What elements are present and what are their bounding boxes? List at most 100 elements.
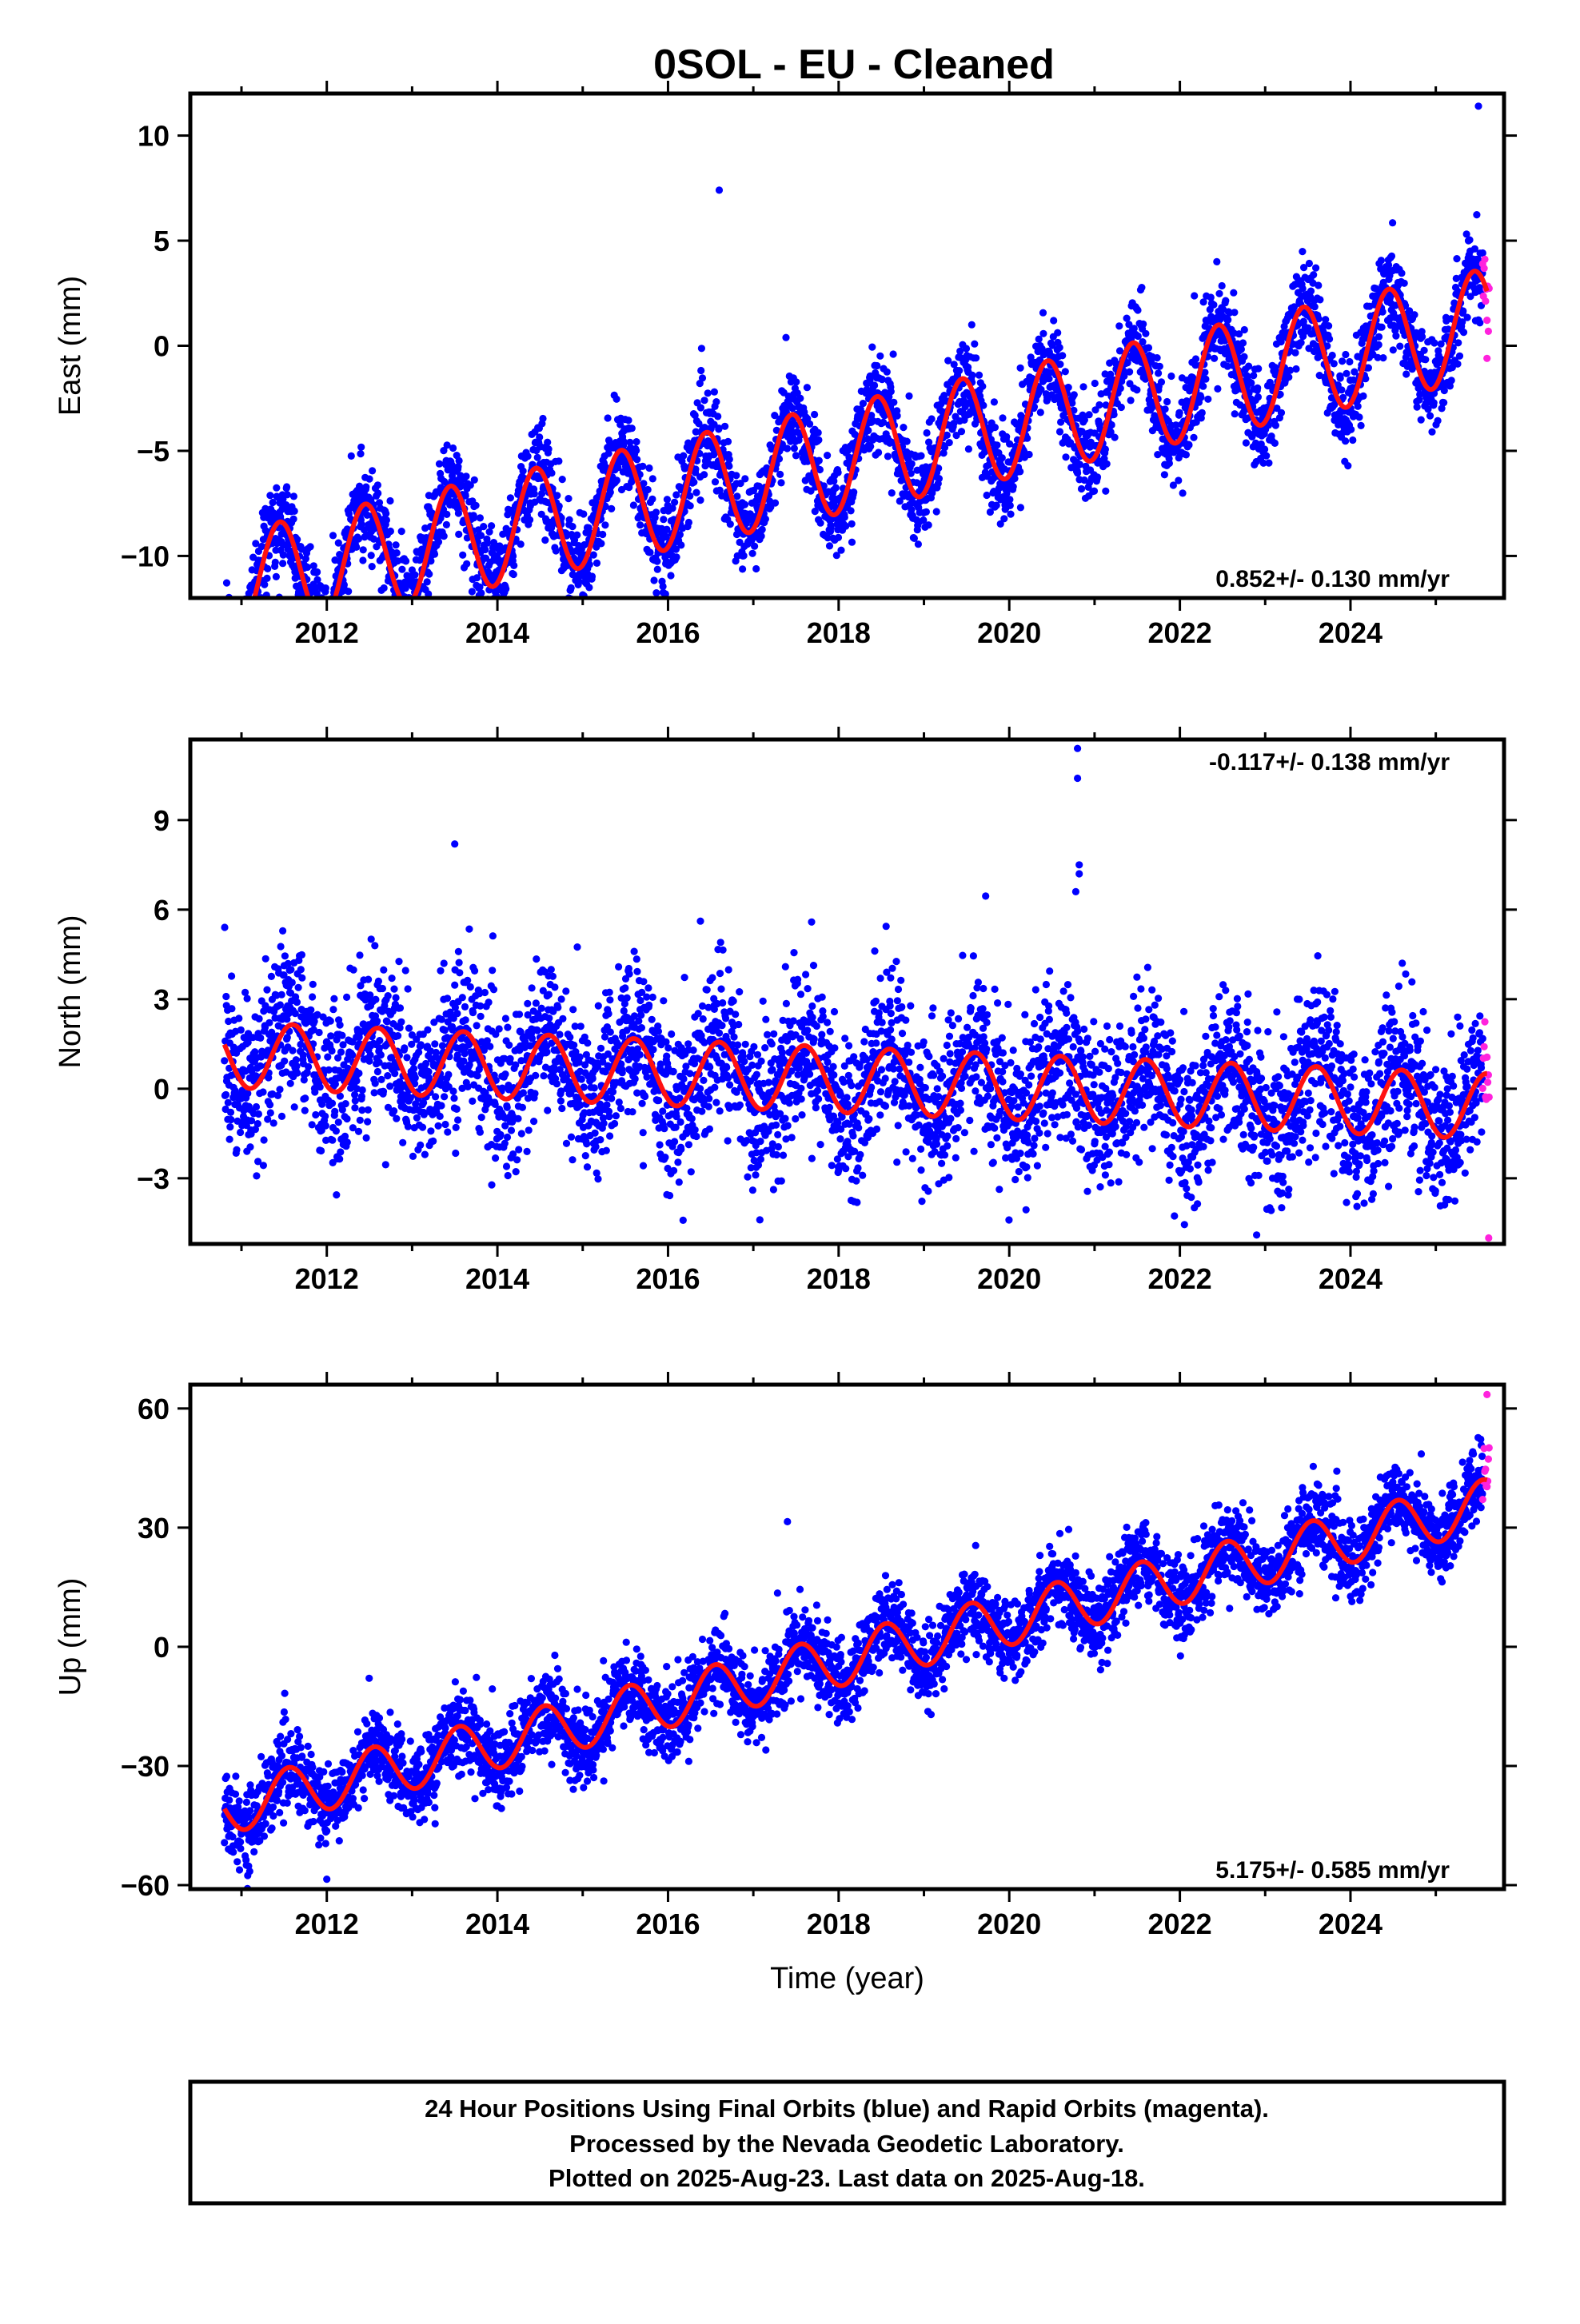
east-point [1231,410,1239,417]
east-point [867,443,874,450]
east-point [741,475,748,482]
east-point [1037,409,1044,416]
east-series-final [221,211,1486,681]
north-point [469,1098,476,1105]
east-point [456,457,463,464]
north-point [385,992,392,999]
east-y-tick-label: −5 [137,435,170,468]
east-point [1091,380,1099,387]
east-point [248,600,255,607]
east-outlier-point [1483,355,1490,362]
north-point [298,951,305,959]
east-point [228,614,235,621]
east-point [1466,237,1473,244]
east-point [1430,399,1438,406]
east-point [1179,489,1187,496]
east-point [357,450,364,457]
east-point [690,479,697,486]
east-point [1007,502,1014,509]
north-point [368,935,375,943]
east-point [233,616,240,623]
north-point [278,1113,285,1120]
east-point [1074,469,1081,476]
east-point [229,660,237,668]
north-point [351,1104,358,1111]
east-point [1079,383,1087,390]
east-point [230,627,237,634]
east-point [245,638,252,645]
east-point [700,471,708,478]
east-point [653,558,660,565]
east-point [520,468,527,475]
east-point [223,640,230,647]
east-point [1231,309,1238,316]
east-point [1156,363,1163,370]
north-point [253,1172,260,1179]
east-point [644,486,652,493]
north-point [335,1118,342,1126]
east-point [407,623,414,630]
east-point [1343,370,1350,377]
east-point [244,606,251,613]
east-point [245,624,253,632]
east-point [394,601,401,608]
east-point [792,452,800,459]
east-point [329,651,336,658]
east-point [389,602,396,609]
east-point [740,552,748,560]
east-point [234,648,241,656]
east-point [480,523,487,530]
east-point [1464,314,1471,321]
east-point [884,369,891,376]
north-point [473,1022,481,1029]
east-point [1316,296,1323,303]
north-point [397,1004,404,1011]
east-point [231,635,238,642]
east-point [1312,265,1319,272]
east-point [1476,319,1483,326]
north-point [453,1124,460,1131]
east-point [1155,369,1162,377]
east-x-tick-label: 2012 [295,616,359,649]
east-point [699,374,706,381]
east-point [334,670,341,677]
north-point [270,1119,277,1126]
north-point [459,994,466,1001]
north-point [350,967,357,974]
east-point [1158,378,1165,385]
east-point [1322,316,1329,323]
north-point [329,1047,336,1054]
east-point [507,494,514,501]
east-point [816,457,823,464]
north-point [287,1080,294,1087]
east-point [399,612,406,619]
north-point [355,1070,362,1077]
east-point [383,516,390,524]
east-point [250,604,257,612]
north-point [322,1122,329,1130]
east-point [1127,397,1135,404]
east-point [1062,453,1069,460]
north-point [254,1120,261,1127]
east-point [968,372,976,379]
north-point [371,1089,378,1096]
east-point [252,633,259,640]
east-point [526,516,533,524]
east-point [604,414,612,421]
east-point [1240,353,1247,361]
east-point [1485,328,1492,335]
east-point [369,563,376,570]
east-point [673,553,680,560]
east-point [1398,269,1405,277]
east-point [968,321,976,329]
north-point [390,1107,397,1114]
north-point [405,1123,412,1130]
east-point [633,456,640,463]
north-point [237,1026,245,1034]
east-point [1219,282,1226,289]
east-point [348,452,355,460]
north-point [228,1005,235,1012]
east-point [221,654,229,661]
east-point [240,628,247,635]
east-point [628,425,636,432]
